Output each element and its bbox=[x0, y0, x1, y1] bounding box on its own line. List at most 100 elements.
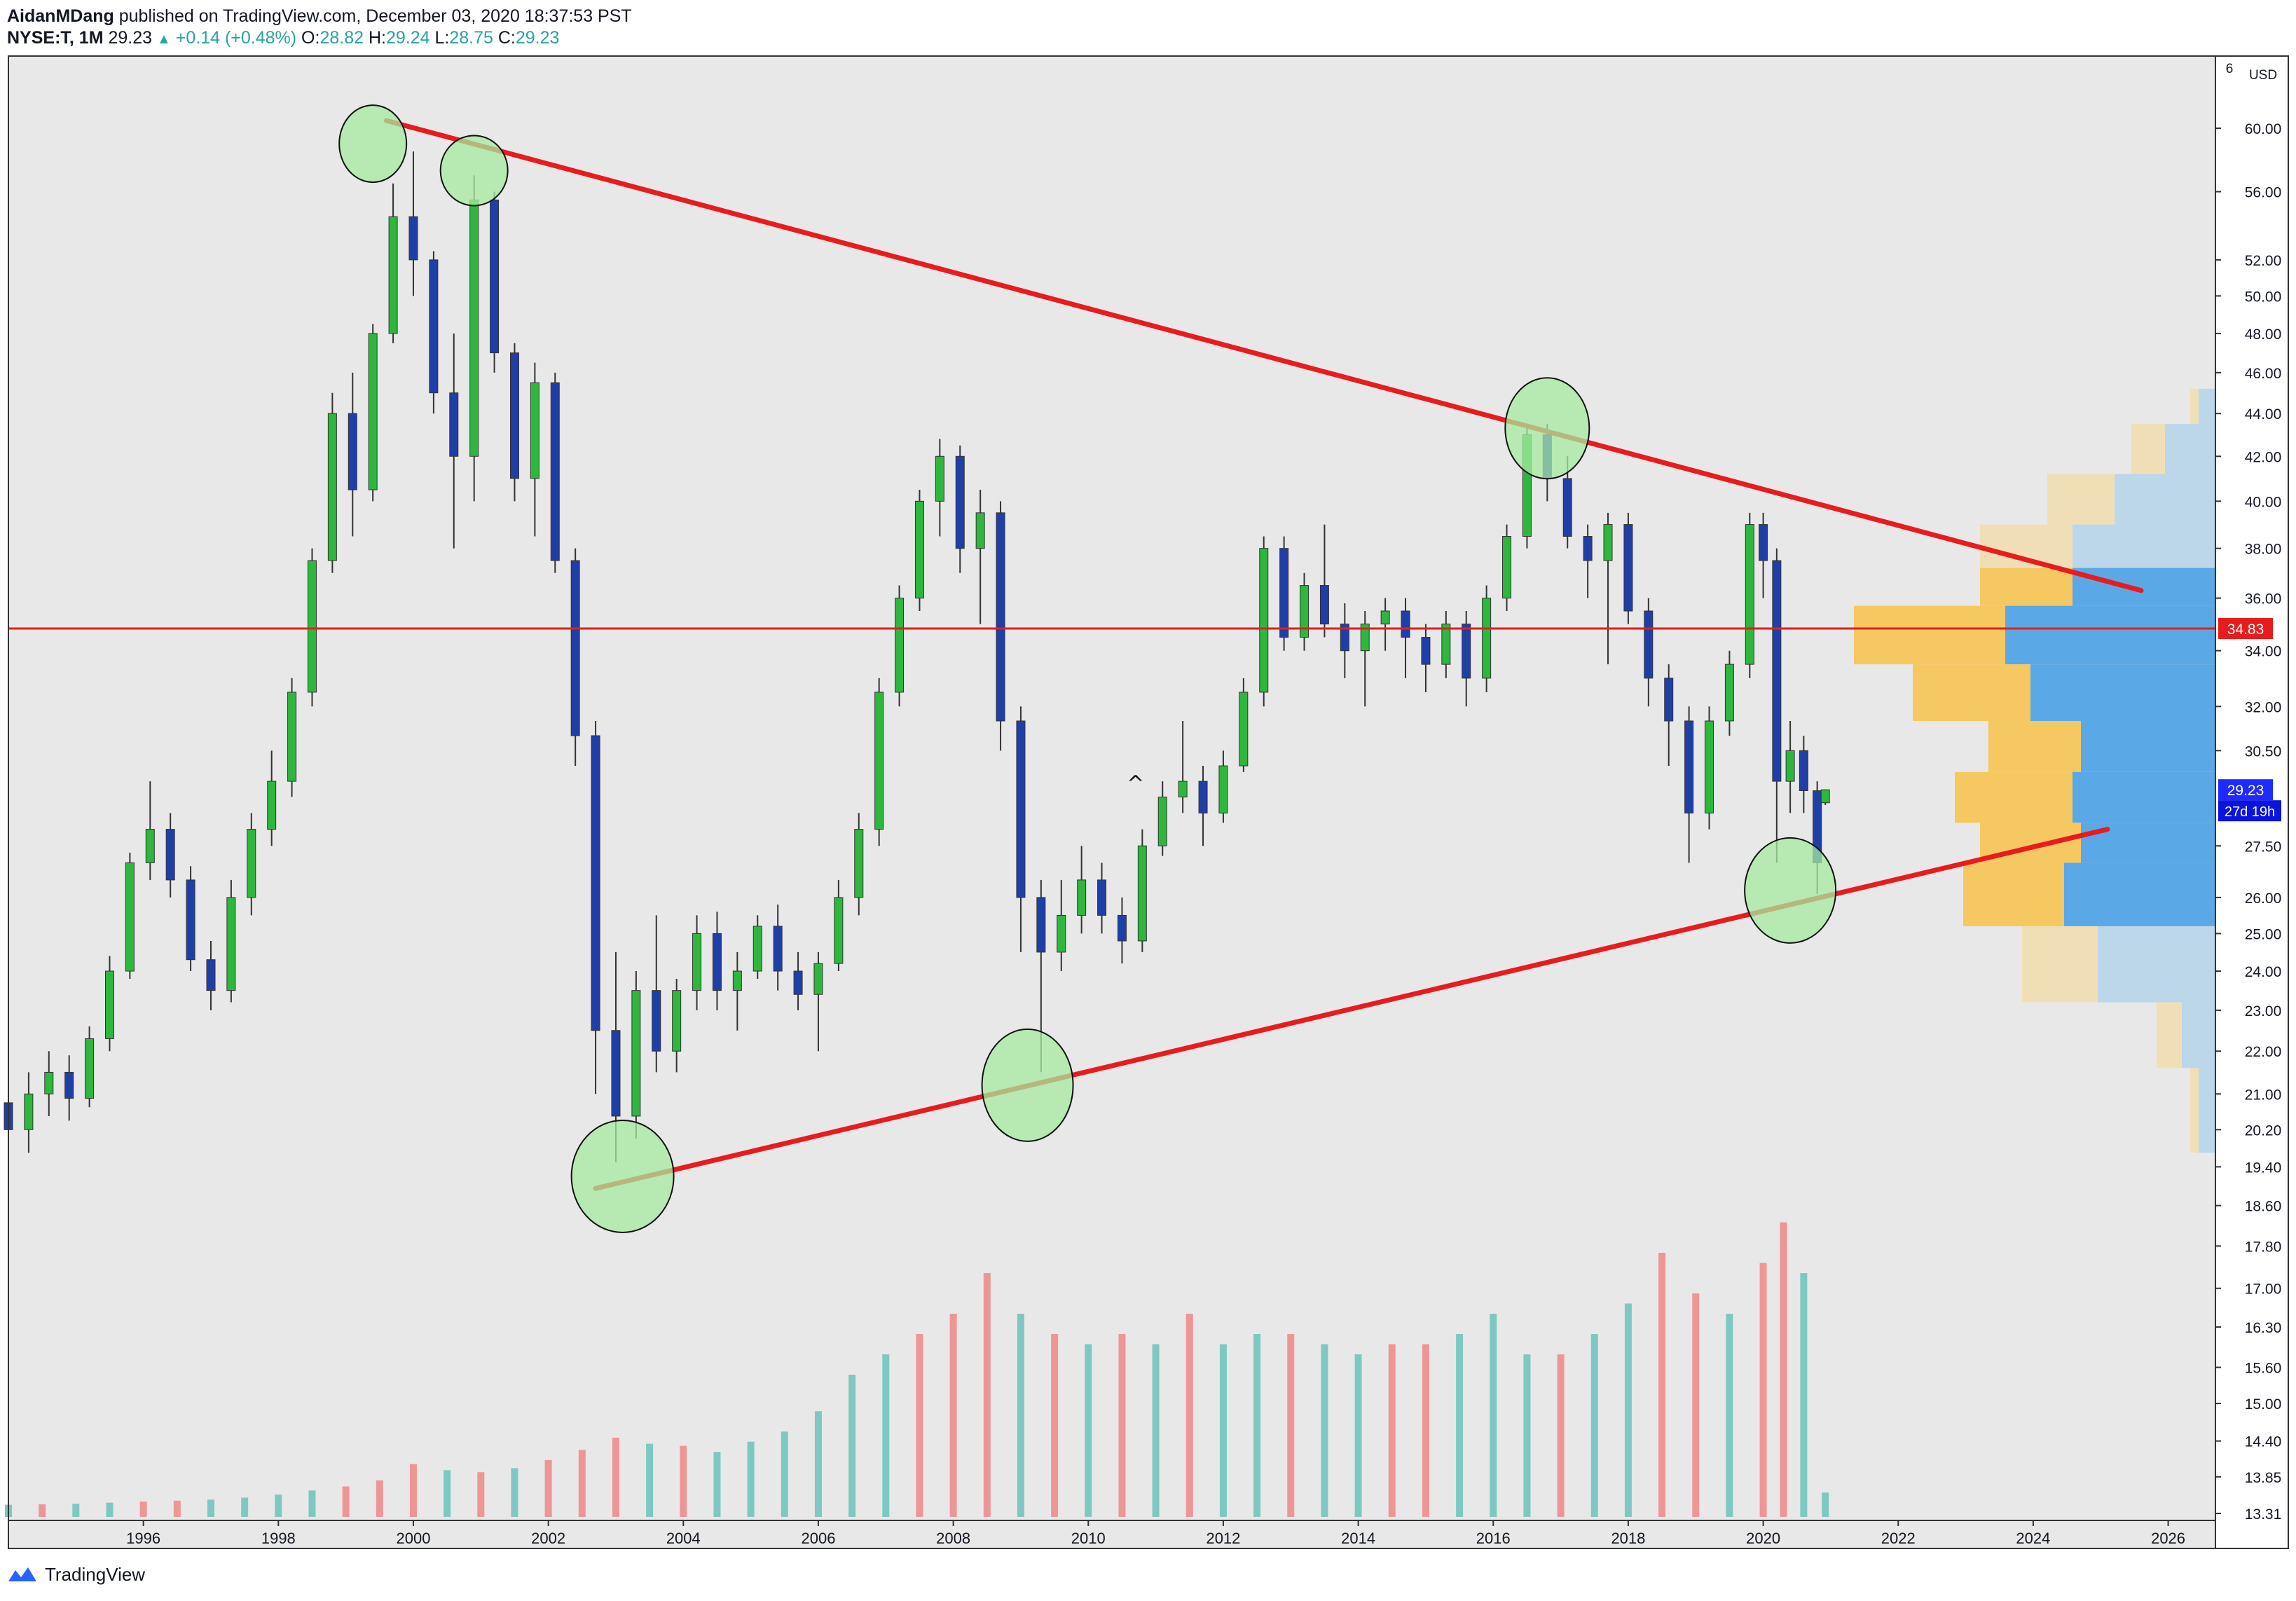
candle-body bbox=[1684, 720, 1694, 813]
candle-body bbox=[1360, 624, 1370, 652]
trendlines[interactable] bbox=[383, 118, 2144, 1191]
candle bbox=[1300, 572, 1309, 651]
candle-body bbox=[165, 829, 175, 881]
volume-bar bbox=[646, 1443, 654, 1517]
candle bbox=[509, 343, 519, 502]
volume-bar bbox=[207, 1499, 214, 1517]
candle-body bbox=[550, 382, 560, 561]
volume-bar bbox=[680, 1445, 687, 1517]
price-axis-top-label: 6 bbox=[2226, 62, 2234, 76]
volume-bar bbox=[511, 1468, 518, 1517]
volume-bar bbox=[1557, 1354, 1565, 1517]
volume-bar bbox=[1523, 1354, 1531, 1517]
candle-body bbox=[652, 990, 661, 1052]
candle-body bbox=[449, 392, 459, 457]
price-tick-label: 15.00 bbox=[2245, 1396, 2282, 1413]
candle-body bbox=[1785, 750, 1795, 782]
hline-price-text: 34.83 bbox=[2227, 621, 2264, 638]
trendline[interactable] bbox=[383, 118, 2144, 593]
volume-bar bbox=[578, 1450, 586, 1517]
volume-bar bbox=[1287, 1334, 1295, 1517]
highlight-circle[interactable] bbox=[981, 1028, 1074, 1142]
highlight-circle[interactable] bbox=[1504, 377, 1590, 480]
candle bbox=[813, 951, 823, 1052]
price-tick-label: 15.60 bbox=[2245, 1361, 2282, 1377]
volume-bar bbox=[612, 1437, 619, 1517]
candle-body bbox=[1482, 598, 1492, 679]
highlight-circles[interactable] bbox=[338, 104, 1837, 1233]
profile-row-down bbox=[2072, 524, 2215, 568]
price-tick-label: 22.00 bbox=[2245, 1044, 2282, 1060]
tradingview-logo-icon[interactable] bbox=[7, 1565, 38, 1586]
volume-bars bbox=[5, 1222, 1829, 1517]
candle-body bbox=[1644, 610, 1654, 679]
price-change: +0.14 (+0.48%) bbox=[175, 28, 297, 48]
candle-body bbox=[1705, 720, 1714, 813]
price-axis[interactable]: 60.00 56.00 52.00 50.00 48.00 46.00 44.00 42.00… bbox=[2215, 62, 2281, 1523]
candle-body bbox=[935, 455, 944, 502]
footer-brand[interactable]: TradingView bbox=[45, 1564, 146, 1585]
close-value: 29.23 bbox=[515, 28, 560, 48]
volume-bar bbox=[106, 1502, 114, 1517]
trendline[interactable] bbox=[593, 827, 2110, 1191]
profile-row-down bbox=[2182, 1002, 2215, 1069]
candle-body bbox=[145, 829, 155, 863]
candle bbox=[1279, 536, 1289, 651]
volume-bar bbox=[241, 1497, 249, 1517]
volume-bar bbox=[1219, 1344, 1227, 1517]
footer: TradingView bbox=[7, 1564, 145, 1586]
candle-body bbox=[752, 926, 762, 972]
symbol-label[interactable]: NYSE:T, 1M bbox=[7, 28, 104, 48]
candle bbox=[1157, 781, 1167, 856]
candle bbox=[854, 813, 864, 916]
plot-background bbox=[8, 56, 2215, 1548]
highlight-circle[interactable] bbox=[570, 1119, 675, 1233]
candle bbox=[206, 940, 216, 1010]
low-label: L: bbox=[434, 28, 450, 48]
candle bbox=[874, 678, 884, 846]
candle-body bbox=[914, 500, 924, 599]
price-tick-label: 17.00 bbox=[2245, 1282, 2282, 1298]
candle-body bbox=[429, 259, 439, 394]
profile-row-up bbox=[1963, 863, 2064, 926]
volume-bar bbox=[1017, 1314, 1024, 1517]
chart-marker: ^ bbox=[1127, 772, 1144, 797]
profile-row-up bbox=[2047, 474, 2115, 525]
candle-body bbox=[226, 897, 236, 991]
candle bbox=[550, 372, 560, 573]
candle-body bbox=[1820, 789, 1830, 804]
volume-bar bbox=[848, 1375, 856, 1517]
candle-body bbox=[1137, 845, 1147, 942]
volume-bar bbox=[1624, 1303, 1632, 1517]
volume-bar bbox=[1800, 1273, 1808, 1517]
close-label: C: bbox=[497, 28, 516, 48]
highlight-circle[interactable] bbox=[338, 104, 408, 184]
profile-row-up bbox=[1988, 720, 2081, 772]
time-axis[interactable]: 1996 1998 2000 2002 2004 2006 2008 2010 2012 2014… bbox=[126, 1520, 2185, 1547]
candle-body bbox=[1319, 585, 1329, 625]
price-tick-label: 44.00 bbox=[2245, 406, 2282, 422]
candle-body bbox=[1157, 797, 1167, 846]
time-tick-label: 2022 bbox=[1881, 1530, 1916, 1547]
volume-bar bbox=[409, 1464, 417, 1517]
candle bbox=[914, 490, 924, 612]
time-tick-label: 2014 bbox=[1341, 1530, 1375, 1547]
author-name[interactable]: AidanMDang bbox=[7, 6, 114, 26]
profile-row-up bbox=[1980, 568, 2072, 606]
candle bbox=[1097, 863, 1107, 934]
volume-bar bbox=[1185, 1314, 1193, 1517]
candle bbox=[1401, 598, 1410, 678]
candlestick-series bbox=[4, 151, 1830, 1162]
candle bbox=[449, 333, 459, 549]
candle bbox=[1077, 846, 1087, 934]
highlight-circle[interactable] bbox=[1744, 837, 1837, 944]
candle-body bbox=[247, 829, 256, 898]
volume-bar bbox=[1726, 1314, 1733, 1517]
candle bbox=[24, 1072, 34, 1153]
candle-body bbox=[631, 990, 641, 1117]
highlight-circle[interactable] bbox=[439, 135, 509, 207]
candle-body bbox=[1603, 524, 1613, 561]
candle bbox=[793, 951, 803, 1010]
volume-bar bbox=[477, 1472, 485, 1517]
